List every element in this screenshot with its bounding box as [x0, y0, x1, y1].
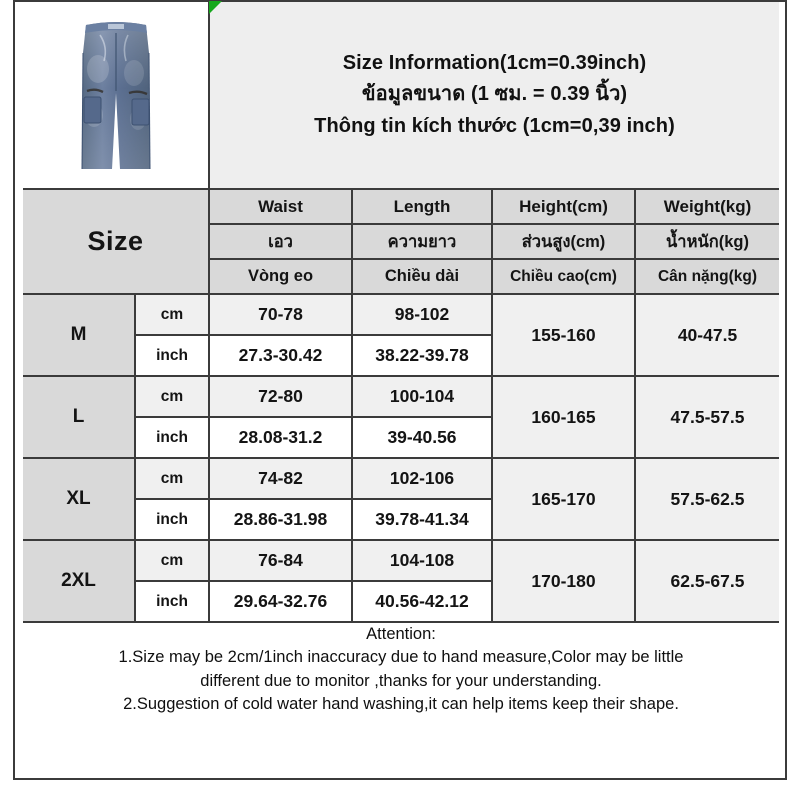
waist-cm-l: 72-80 — [208, 375, 353, 418]
table-row: 2XL cm 76-84 104-108 170-180 62.5-67.5 — [23, 539, 780, 623]
col-header-waist-vi: Vòng eo — [208, 258, 353, 295]
size-label-l: L — [23, 375, 136, 459]
weight-m: 40-47.5 — [633, 293, 780, 377]
height-l: 160-165 — [491, 375, 636, 459]
size-header-cell: Size — [23, 188, 210, 295]
waist-cm-2xl: 76-84 — [208, 539, 353, 582]
attention-block: Attention: 1.Size may be 2cm/1inch inacc… — [23, 621, 780, 717]
product-image-cell — [23, 2, 210, 190]
waist-cm-xl: 74-82 — [208, 457, 353, 500]
header-row-thai: เอว ความยาว ส่วนสูง(cm) น้ำหนัก(kg) — [23, 223, 780, 260]
table-row: inch 28.86-31.98 39.78-41.34 — [23, 498, 779, 541]
waist-inch-l: 28.08-31.2 — [208, 416, 353, 459]
waist-cm-m: 70-78 — [208, 293, 353, 336]
attention-line-1: 1.Size may be 2cm/1inch inaccuracy due t… — [118, 648, 684, 667]
table-row: inch 28.08-31.2 39-40.56 — [23, 416, 779, 459]
col-header-waist-en: Waist — [208, 188, 353, 225]
title-block: Size Information(1cm=0.39inch) ข้อมูลขนา… — [207, 1, 780, 190]
col-header-height-th: ส่วนสูง(cm) — [491, 223, 636, 260]
length-inch-m: 38.22-39.78 — [351, 334, 493, 377]
title-thai: ข้อมูลขนาด (1 ซม. = 0.39 นิ้ว) — [361, 83, 628, 106]
length-inch-2xl: 40.56-42.12 — [351, 580, 493, 623]
length-cm-xl: 102-106 — [351, 457, 493, 500]
col-header-length-en: Length — [351, 188, 493, 225]
size-label-m: M — [23, 293, 136, 377]
col-header-weight-en: Weight(kg) — [633, 188, 780, 225]
height-m: 155-160 — [491, 293, 636, 377]
length-cm-2xl: 104-108 — [351, 539, 493, 582]
jeans-icon — [81, 22, 150, 170]
table-row: L cm 72-80 100-104 160-165 47.5-57.5 — [23, 375, 780, 459]
unit-label-cm: cm — [134, 457, 210, 500]
table-row: XL cm 74-82 102-106 165-170 57.5-62.5 — [23, 457, 780, 541]
unit-label-inch: inch — [134, 580, 210, 623]
waist-inch-xl: 28.86-31.98 — [208, 498, 353, 541]
green-corner-icon — [209, 1, 222, 14]
height-xl: 165-170 — [491, 457, 636, 541]
unit-label-cm: cm — [134, 375, 210, 418]
attention-line-3: 2.Suggestion of cold water hand washing,… — [123, 695, 679, 714]
length-cm-l: 100-104 — [351, 375, 493, 418]
unit-label-cm: cm — [134, 293, 210, 336]
length-inch-xl: 39.78-41.34 — [351, 498, 493, 541]
size-chart-sheet: Size Information(1cm=0.39inch) ข้อมูลขนา… — [13, 0, 787, 780]
table-row: inch 27.3-30.42 38.22-39.78 — [23, 334, 779, 377]
attention-line-2: different due to monitor ,thanks for you… — [200, 671, 602, 690]
title-band-row: Size Information(1cm=0.39inch) ข้อมูลขนา… — [23, 1, 780, 190]
waist-inch-2xl: 29.64-32.76 — [208, 580, 353, 623]
unit-label-inch: inch — [134, 334, 210, 377]
col-header-weight-th: น้ำหนัก(kg) — [633, 223, 780, 260]
height-2xl: 170-180 — [491, 539, 636, 623]
col-header-waist-th: เอว — [208, 223, 353, 260]
attention-row: Attention: 1.Size may be 2cm/1inch inacc… — [23, 621, 780, 717]
table-row: M cm 70-78 98-102 155-160 40-47.5 — [23, 293, 780, 377]
col-header-length-vi: Chiều dài — [351, 258, 493, 295]
size-chart-table: Size Information(1cm=0.39inch) ข้อมูลขนา… — [23, 1, 780, 717]
weight-2xl: 62.5-67.5 — [633, 539, 780, 623]
col-header-height-en: Height(cm) — [491, 188, 636, 225]
title-english: Size Information(1cm=0.39inch) — [342, 51, 647, 74]
header-row-english: Size Waist Length Height(cm) Weight(kg) — [23, 188, 780, 295]
unit-label-cm: cm — [134, 539, 210, 582]
col-header-length-th: ความยาว — [351, 223, 493, 260]
title-vietnamese: Thông tin kích thước (1cm=0,39 inch) — [314, 114, 675, 137]
attention-heading: Attention: — [366, 625, 436, 643]
weight-xl: 57.5-62.5 — [633, 457, 780, 541]
header-row-vietnamese: Vòng eo Chiều dài Chiều cao(cm) Cân nặng… — [23, 258, 780, 295]
col-header-height-vi: Chiều cao(cm) — [491, 258, 636, 295]
unit-label-inch: inch — [134, 498, 210, 541]
size-label-2xl: 2XL — [23, 539, 136, 623]
weight-l: 47.5-57.5 — [633, 375, 780, 459]
col-header-weight-vi: Cân nặng(kg) — [633, 258, 780, 295]
length-cm-m: 98-102 — [351, 293, 493, 336]
unit-label-inch: inch — [134, 416, 210, 459]
waist-inch-m: 27.3-30.42 — [208, 334, 353, 377]
table-row: inch 29.64-32.76 40.56-42.12 — [23, 580, 779, 623]
size-label-xl: XL — [23, 457, 136, 541]
length-inch-l: 39-40.56 — [351, 416, 493, 459]
